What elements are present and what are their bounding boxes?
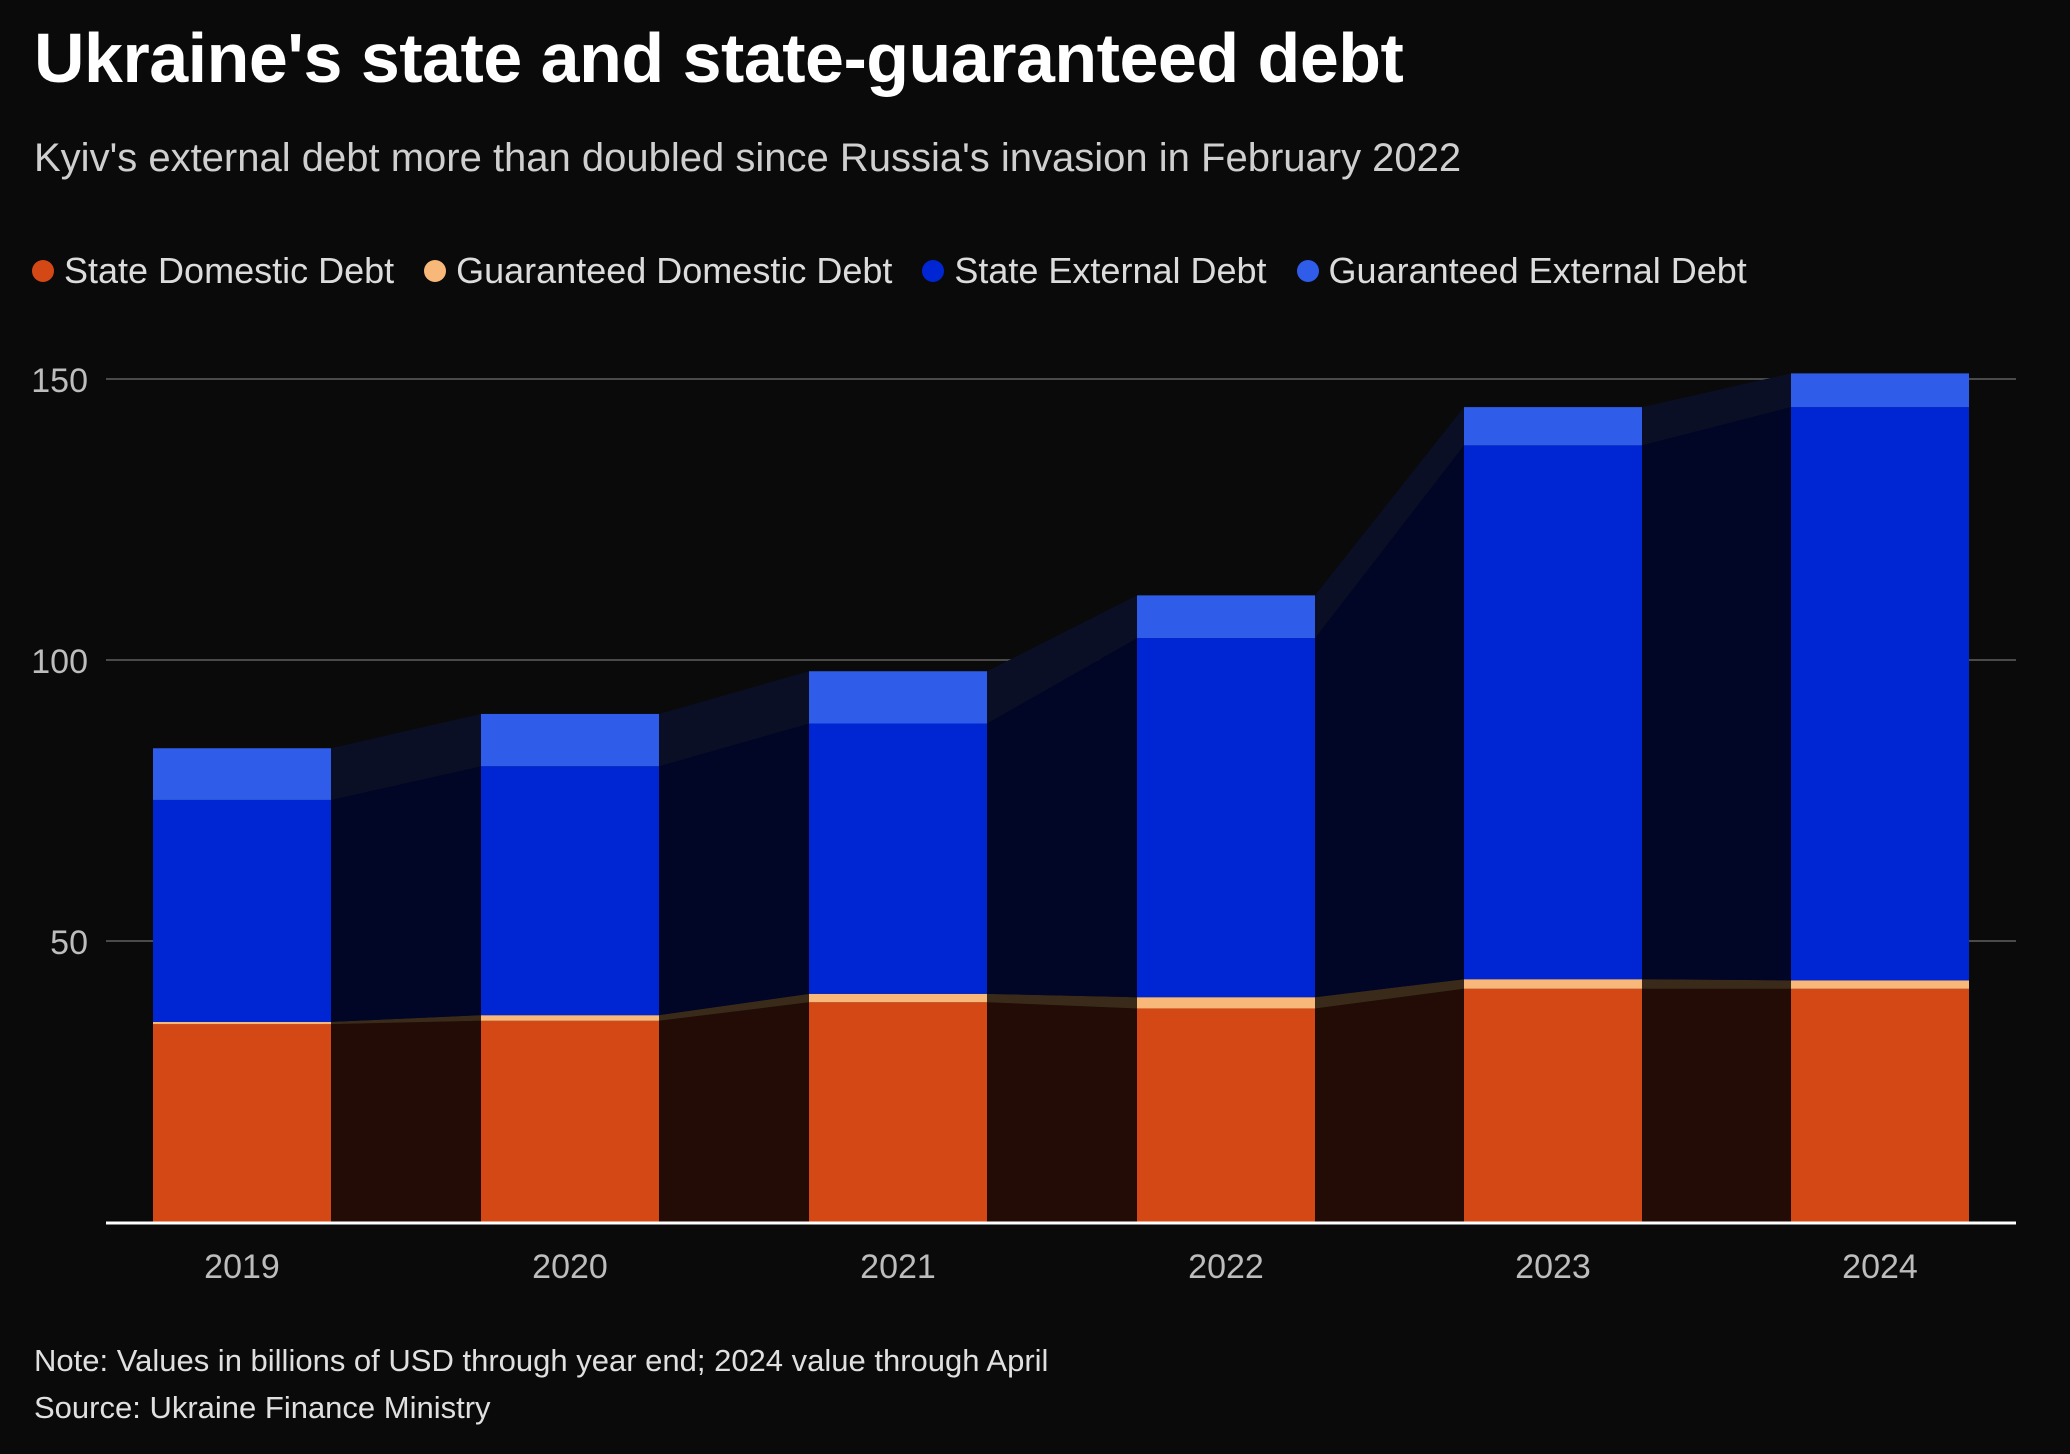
- legend: State Domestic Debt Guaranteed Domestic …: [32, 250, 1747, 292]
- legend-dot-guaranteed-external: [1296, 260, 1319, 282]
- bar-guaranteed-domestic-2023: [1464, 979, 1642, 989]
- connector-guaranteed-domestic-2022: [1315, 979, 1464, 1009]
- legend-item-state-external: State External Debt: [922, 250, 1267, 292]
- legend-item-state-domestic: State Domestic Debt: [32, 250, 394, 292]
- connector-state-external-2019: [331, 766, 481, 1022]
- connector-state-domestic-2019: [331, 1020, 481, 1222]
- bar-guaranteed-external-2024: [1791, 373, 1969, 408]
- connector-state-external-2021: [987, 638, 1137, 998]
- legend-label-state-domestic: State Domestic Debt: [64, 250, 395, 291]
- bar-guaranteed-domestic-2021: [809, 993, 987, 1003]
- bar-state-external-2023: [1464, 445, 1642, 980]
- x-tick-label-2021: 2021: [860, 1248, 936, 1286]
- bar-guaranteed-domestic-2024: [1791, 980, 1969, 989]
- legend-label-guaranteed-domestic: Guaranteed Domestic Debt: [456, 250, 893, 291]
- connector-guaranteed-external-2019: [331, 713, 481, 800]
- connector-guaranteed-external-2021: [987, 595, 1137, 724]
- bar-guaranteed-domestic-2020: [481, 1015, 659, 1021]
- x-tick-label-2023: 2023: [1515, 1248, 1591, 1286]
- connector-state-external-2022: [1315, 445, 1464, 998]
- chart-subtitle: Kyiv's external debt more than doubled s…: [34, 136, 1462, 180]
- stacked-bar-chart: 50 100 150 2019 2020 2021 2022 2023 2024: [31, 362, 2016, 1286]
- connector-state-domestic-2022: [1315, 988, 1464, 1222]
- legend-dot-guaranteed-domestic: [424, 260, 447, 282]
- x-tick-label-2022: 2022: [1188, 1248, 1264, 1286]
- legend-label-state-external: State External Debt: [954, 250, 1267, 291]
- bar-state-external-2024: [1791, 407, 1969, 981]
- chart-title: Ukraine's state and state-guaranteed deb…: [34, 19, 1404, 97]
- connector-guaranteed-external-2023: [1642, 373, 1791, 446]
- x-tick-label-2020: 2020: [532, 1248, 608, 1286]
- bar-guaranteed-external-2020: [481, 713, 659, 767]
- bar-state-domestic-2019: [153, 1024, 331, 1222]
- connector-state-external-2023: [1642, 407, 1791, 981]
- connector-guaranteed-external-2022: [1315, 407, 1464, 639]
- legend-item-guaranteed-external: Guaranteed External Debt: [1296, 250, 1747, 292]
- bar-guaranteed-external-2021: [809, 671, 987, 724]
- chart-note: Note: Values in billions of USD through …: [34, 1343, 1049, 1378]
- y-tick-label-100: 100: [31, 643, 88, 681]
- bar-state-domestic-2021: [809, 1002, 987, 1222]
- bar-guaranteed-external-2023: [1464, 407, 1642, 446]
- bar-state-domestic-2023: [1464, 988, 1642, 1222]
- connector-guaranteed-domestic-2023: [1642, 979, 1791, 989]
- bar-state-external-2021: [809, 723, 987, 994]
- legend-dot-state-domestic: [32, 260, 54, 282]
- bar-state-domestic-2024: [1791, 988, 1969, 1222]
- bar-state-external-2022: [1137, 638, 1315, 998]
- bar-state-domestic-2020: [481, 1020, 659, 1222]
- chart-source: Source: Ukraine Finance Ministry: [34, 1390, 491, 1425]
- legend-item-guaranteed-domestic: Guaranteed Domestic Debt: [424, 250, 892, 292]
- y-tick-label-50: 50: [50, 924, 88, 962]
- x-tick-label-2024: 2024: [1842, 1248, 1918, 1286]
- bar-guaranteed-domestic-2022: [1137, 997, 1315, 1009]
- connector-guaranteed-domestic-2019: [331, 1015, 481, 1025]
- legend-label-guaranteed-external: Guaranteed External Debt: [1328, 250, 1747, 291]
- connector-guaranteed-domestic-2020: [659, 993, 809, 1021]
- bar-state-external-2020: [481, 766, 659, 1016]
- connector-state-external-2020: [659, 723, 809, 1016]
- connector-state-domestic-2023: [1642, 988, 1791, 1222]
- bar-guaranteed-external-2022: [1137, 595, 1315, 639]
- connector-state-domestic-2021: [987, 1002, 1137, 1222]
- legend-dot-state-external: [922, 260, 945, 282]
- connector-guaranteed-domestic-2021: [987, 993, 1137, 1009]
- bar-guaranteed-domestic-2019: [153, 1021, 331, 1025]
- connector-guaranteed-external-2020: [659, 671, 809, 767]
- bar-state-domestic-2022: [1137, 1008, 1315, 1222]
- y-tick-label-150: 150: [31, 362, 88, 400]
- x-tick-label-2019: 2019: [204, 1248, 280, 1286]
- bar-state-external-2019: [153, 799, 331, 1022]
- bar-guaranteed-external-2019: [153, 748, 331, 800]
- connector-state-domestic-2020: [659, 1002, 809, 1222]
